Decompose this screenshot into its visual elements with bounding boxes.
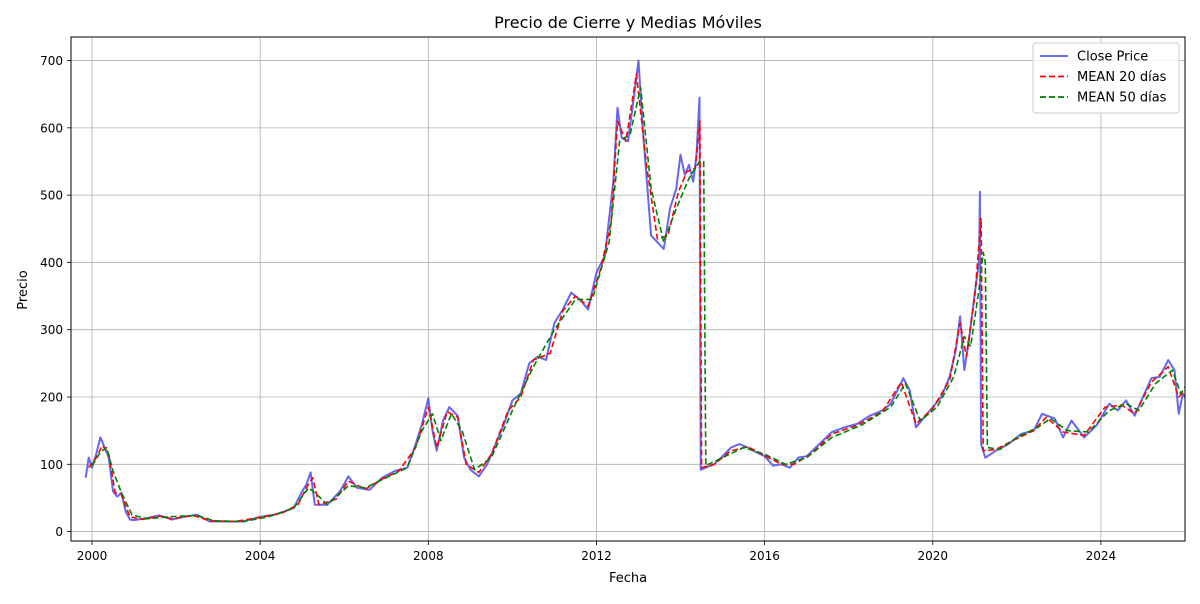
y-tick-label: 200 <box>40 391 63 405</box>
x-tick-label: 2012 <box>581 549 612 563</box>
y-axis-ticks: 0 100 200 300 400 500 600 700 <box>40 54 71 539</box>
series-line-mean-50-d-as <box>91 86 1186 523</box>
x-tick-label: 2024 <box>1086 549 1117 563</box>
y-tick-label: 400 <box>40 256 63 270</box>
legend-label: MEAN 20 días <box>1077 70 1167 85</box>
x-tick-label: 2000 <box>77 549 108 563</box>
x-axis-label: Fecha <box>609 571 647 586</box>
series-line-mean-20-d-as <box>88 73 1186 523</box>
chart-title: Precio de Cierre y Medias Móviles <box>494 13 762 32</box>
y-tick-label: 600 <box>40 121 63 135</box>
x-tick-label: 2004 <box>245 549 276 563</box>
x-tick-label: 2008 <box>413 549 444 563</box>
y-tick-label: 300 <box>40 323 63 337</box>
y-tick-label: 100 <box>40 458 63 472</box>
y-tick-label: 700 <box>40 54 63 68</box>
legend-box <box>1032 42 1180 114</box>
legend: Close Price MEAN 20 días MEAN 50 días <box>1032 42 1180 114</box>
x-axis-ticks: 2000 2004 2008 2012 2016 2020 2024 <box>77 541 1116 563</box>
plot-frame <box>70 36 1186 542</box>
legend-label: MEAN 50 días <box>1077 91 1167 106</box>
x-tick-label: 2020 <box>918 549 949 563</box>
y-tick-label: 500 <box>40 189 63 203</box>
legend-label: Close Price <box>1077 50 1148 65</box>
x-tick-label: 2016 <box>749 549 780 563</box>
y-axis-label: Precio <box>16 270 31 309</box>
y-tick-label: 0 <box>55 525 63 539</box>
grid-lines <box>71 37 1185 541</box>
series-layer <box>84 59 1186 523</box>
series-line-close-price <box>84 59 1186 523</box>
